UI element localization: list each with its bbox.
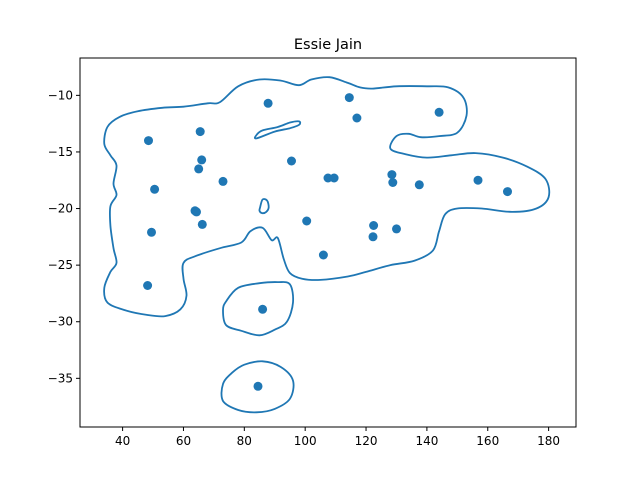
y-tick-label--15: −15 [48, 145, 73, 159]
scatter-point-26 [434, 107, 444, 117]
scatter-point-23 [388, 178, 398, 187]
chart-title: Essie Jain [294, 37, 362, 53]
contour-line-2 [253, 120, 302, 140]
scatter-point-30 [253, 381, 263, 391]
scatter-point-20 [369, 221, 379, 230]
x-tick-label-140: 140 [415, 434, 438, 448]
plot-content [103, 76, 551, 414]
x-tick-label-120: 120 [355, 434, 378, 448]
scatter-point-25 [414, 180, 424, 190]
scatter-point-28 [503, 187, 512, 197]
scatter-point-12 [263, 98, 273, 108]
x-tick-label-40: 40 [115, 434, 130, 448]
plot-frame [79, 57, 577, 428]
x-tick-label-180: 180 [537, 434, 560, 448]
x-tick-label-80: 80 [237, 434, 252, 448]
scatter-point-3 [147, 227, 156, 237]
scatter-point-29 [258, 304, 268, 314]
scatter-point-18 [344, 93, 354, 103]
scatter-point-6 [197, 155, 207, 165]
contour-line-4 [222, 281, 295, 337]
scatter-point-27 [473, 175, 483, 185]
x-tick-label-100: 100 [294, 434, 317, 448]
contour-line-3 [258, 198, 270, 215]
y-axis: −35 −30 −25 −20 −15 −10 [48, 88, 80, 385]
scatter-point-22 [387, 170, 397, 180]
y-tick-label--35: −35 [48, 371, 73, 385]
scatter-point-13 [287, 156, 296, 166]
scatter-point-4 [143, 281, 153, 290]
scatter-point-17 [329, 173, 339, 183]
scatter-point-10 [192, 207, 201, 217]
scatter-point-7 [194, 164, 204, 174]
scatter-point-1 [144, 136, 153, 146]
y-tick-label--25: −25 [48, 258, 73, 272]
x-tick-label-60: 60 [176, 434, 191, 448]
scatter-point-14 [302, 216, 312, 226]
scatter-point-24 [392, 224, 401, 234]
contour-line-1 [103, 76, 551, 318]
scatter-point-15 [318, 250, 328, 260]
scatter-point-2 [150, 184, 160, 194]
scatter-point-8 [218, 176, 228, 186]
contour-line-5 [220, 360, 295, 414]
y-tick-label--10: −10 [48, 88, 73, 102]
scatter-point-5 [195, 127, 205, 137]
scatter-point-11 [197, 219, 207, 229]
x-tick-label-160: 160 [476, 434, 499, 448]
scatter-point-19 [352, 113, 362, 123]
y-tick-label--20: −20 [48, 202, 73, 216]
scatter-point-21 [368, 232, 378, 242]
y-tick-label--30: −30 [48, 315, 73, 329]
x-axis: 40 60 80 100 120 140 160 180 [115, 427, 560, 448]
